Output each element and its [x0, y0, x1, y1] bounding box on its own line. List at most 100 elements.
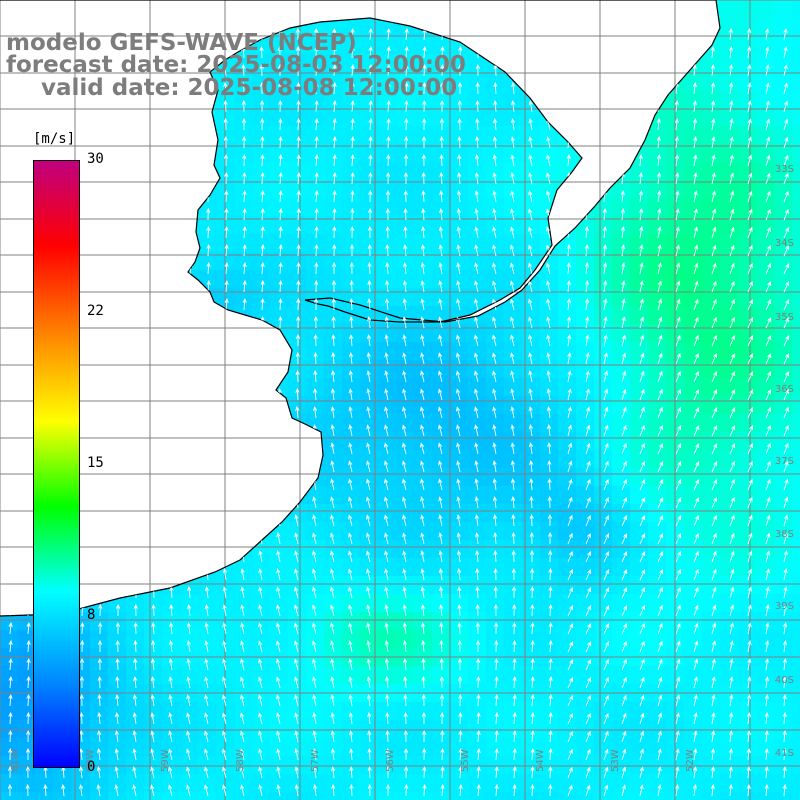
- wind-arrow: [456, 478, 461, 491]
- wind-arrow: [675, 262, 681, 275]
- wind-arrow: [510, 424, 515, 437]
- wind-arrow: [26, 639, 31, 653]
- wind-arrow: [242, 189, 247, 203]
- wind-arrow: [98, 585, 103, 599]
- wind-arrow: [783, 208, 789, 221]
- wind-arrow: [747, 298, 754, 311]
- wind-arrow: [456, 568, 462, 581]
- wind-arrow: [24, 82, 29, 95]
- wind-arrow: [782, 694, 787, 707]
- wind-arrow: [494, 657, 499, 671]
- wind-arrow: [242, 315, 247, 329]
- wind-arrow: [348, 712, 353, 725]
- wind-arrow: [675, 443, 682, 455]
- wind-arrow: [657, 190, 662, 203]
- wind-arrow: [692, 45, 697, 59]
- wind-arrow: [603, 460, 609, 473]
- wind-arrow: [97, 675, 102, 689]
- wind-arrow: [765, 424, 771, 437]
- wind-arrow: [168, 640, 174, 653]
- wind-arrow: [96, 766, 101, 779]
- wind-arrow: [222, 622, 227, 635]
- wind-arrow: [170, 405, 175, 419]
- wind-arrow: [296, 207, 301, 221]
- wind-arrow: [348, 586, 353, 599]
- wind-arrow: [639, 316, 645, 329]
- wind-arrow: [421, 207, 426, 221]
- wind-arrow: [332, 27, 337, 41]
- wind-arrow: [7, 495, 13, 509]
- wind-arrow: [385, 694, 390, 707]
- wind-arrow: [6, 334, 11, 347]
- wind-arrow: [638, 190, 644, 203]
- wind-arrow: [692, 27, 697, 41]
- wind-arrow: [242, 243, 247, 257]
- wind-arrow: [26, 603, 31, 617]
- wind-arrow: [133, 657, 138, 671]
- wind-arrow: [132, 730, 137, 743]
- wind-arrow: [728, 730, 734, 743]
- wind-arrow: [150, 694, 155, 707]
- wind-arrow: [621, 784, 626, 797]
- wind-arrow: [638, 63, 643, 77]
- wind-arrow: [206, 351, 211, 365]
- wind-arrow: [313, 27, 319, 41]
- wind-arrow: [150, 118, 155, 131]
- wind-arrow: [260, 171, 265, 185]
- wind-arrow: [621, 676, 627, 689]
- wind-arrow: [656, 63, 661, 77]
- wind-arrow: [98, 567, 103, 581]
- wind-arrow: [566, 189, 571, 203]
- wind-arrow: [116, 567, 121, 581]
- wind-arrow: [258, 604, 263, 617]
- wind-arrow: [7, 405, 12, 419]
- wind-arrow: [747, 172, 753, 185]
- wind-arrow: [603, 388, 609, 401]
- wind-arrow: [783, 353, 790, 365]
- wind-arrow: [277, 63, 283, 76]
- wind-arrow: [403, 244, 408, 257]
- wind-arrow: [530, 621, 535, 635]
- wind-arrow: [260, 297, 265, 311]
- wind-arrow: [747, 64, 752, 77]
- wind-arrow: [455, 352, 461, 365]
- wind-arrow: [693, 262, 699, 275]
- wind-arrow: [314, 45, 319, 59]
- wind-arrow: [494, 765, 499, 779]
- wind-arrow: [133, 603, 138, 617]
- wind-arrow: [186, 712, 191, 725]
- wind-arrow: [438, 280, 443, 293]
- wind-arrow: [152, 369, 157, 383]
- wind-arrow: [602, 226, 607, 239]
- wind-arrow: [330, 460, 335, 473]
- wind-arrow: [114, 118, 119, 131]
- wind-arrow: [455, 370, 461, 383]
- wind-arrow: [729, 604, 735, 617]
- wind-arrow: [765, 46, 770, 59]
- wind-arrow: [457, 81, 463, 94]
- wind-arrow: [240, 766, 245, 779]
- wind-arrow: [530, 603, 535, 617]
- wind-arrow: [276, 730, 281, 743]
- coastline: [0, 0, 721, 617]
- wind-arrow: [711, 118, 716, 131]
- wind-arrow: [603, 641, 610, 653]
- wind-arrow: [205, 531, 210, 545]
- wind-arrow: [350, 63, 355, 77]
- wind-arrow: [420, 550, 425, 563]
- wind-arrow: [764, 676, 770, 689]
- wind-arrow: [603, 676, 609, 689]
- wind-arrow: [675, 784, 680, 797]
- wind-arrow: [5, 190, 11, 203]
- wind-arrow: [80, 513, 85, 527]
- wind-arrow: [276, 568, 281, 581]
- latitude-label: 34S: [775, 238, 794, 249]
- wind-arrow: [585, 550, 592, 563]
- wind-arrow: [403, 153, 409, 167]
- wind-arrow: [350, 135, 355, 149]
- wind-arrow: [693, 208, 698, 221]
- wind-arrow: [240, 568, 245, 581]
- wind-arrow: [384, 334, 389, 347]
- wind-arrow: [169, 603, 174, 617]
- wind-arrow: [527, 262, 533, 275]
